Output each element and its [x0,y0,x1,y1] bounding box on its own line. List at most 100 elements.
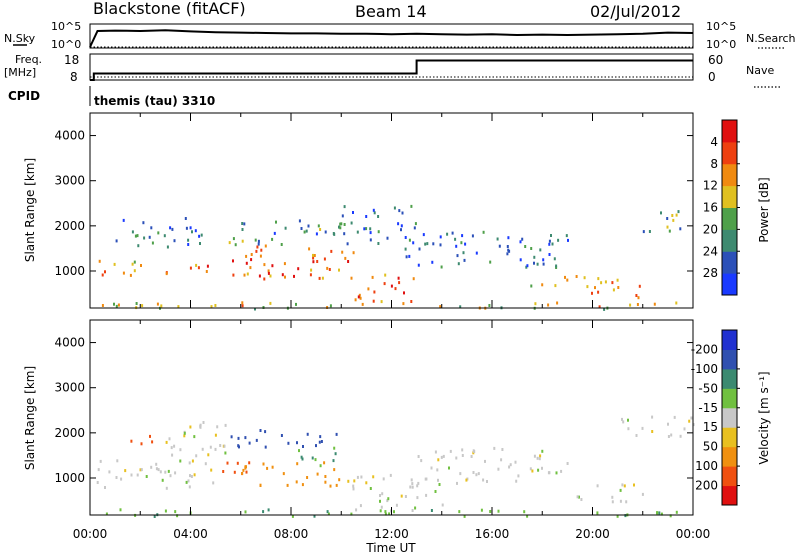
heatmap-cell [259,429,262,432]
heatmap-cell [400,224,403,228]
heatmap-cell [442,454,445,458]
heatmap-cell [122,271,125,275]
y-tick-label: 4000 [54,129,85,143]
heatmap-cell [597,290,600,294]
heatmap-cell [404,495,407,498]
heatmap-cell [312,256,315,260]
heatmap-cell [383,282,386,286]
heatmap-cell [145,475,148,478]
heatmap-cell [300,227,303,230]
heatmap-cell [459,305,462,309]
heatmap-cell [183,431,186,435]
heatmap-cell [263,277,266,281]
velocity-colorbar-label: Velocity [m s⁻¹] [757,371,771,464]
heatmap-cell [245,261,248,265]
y-tick-label: 1000 [54,264,85,278]
heatmap-cell [436,468,439,472]
heatmap-cell [408,254,411,258]
heatmap-cell [343,223,346,226]
heatmap-cell [482,478,485,482]
heatmap-cell [222,470,225,473]
heatmap-cell [488,304,491,307]
heatmap-cell [398,281,401,285]
heatmap-cell [530,247,533,250]
heatmap-cell [194,229,197,233]
heatmap-cell [271,237,274,241]
heatmap-cell [517,474,520,478]
heatmap-cell [307,224,310,228]
heatmap-cell [363,227,366,231]
heatmap-cell [365,227,368,231]
heatmap-cell [241,222,244,225]
heatmap-cell [230,435,233,439]
heatmap-cell [346,242,349,246]
heatmap-cell [228,241,231,245]
heatmap-cell [313,254,316,257]
heatmap-cell [679,227,682,231]
heatmap-cell [531,469,534,473]
heatmap-cell [189,226,192,230]
heatmap-cell [355,508,358,512]
heatmap-cell [480,508,483,512]
freq-unit-label: [MHz] [4,66,36,79]
heatmap-cell [675,510,678,514]
heatmap-cell [583,276,586,280]
heatmap-cell [369,238,372,242]
heatmap-cell [99,459,102,463]
heatmap-cell [264,430,267,434]
time-axis-labels: 00:00 04:00 08:00 12:00 16:00 20:00 00:00 [73,527,711,541]
heatmap-cell [347,260,350,263]
heatmap-cell [526,264,529,268]
colorbar-segment [722,485,737,506]
heatmap-cell [464,242,467,246]
heatmap-cell [199,424,202,428]
heatmap-cell [472,449,475,453]
heatmap-cell [439,243,442,247]
heatmap-cell [101,273,104,277]
heatmap-cell [295,480,298,484]
power-colorbar-label: Power [dB] [757,177,771,242]
heatmap-cell [165,440,168,444]
heatmap-cell [97,468,100,472]
heatmap-cell [206,264,209,268]
heatmap-cell [379,499,381,503]
heatmap-cell [359,504,362,508]
heatmap-cell [341,250,344,254]
heatmap-cell [508,249,511,253]
heatmap-cell [267,269,270,273]
heatmap-cell [541,466,543,470]
heatmap-cell [219,444,222,447]
heatmap-cell [498,244,501,248]
heatmap-cell [280,434,283,437]
heatmap-cell [621,483,624,487]
heatmap-cell [459,472,462,476]
heatmap-cell [393,510,395,514]
heatmap-cell [312,253,314,257]
heatmap-cell [394,287,397,291]
heatmap-cell [361,302,364,306]
heatmap-cell [241,304,244,308]
heatmap-cell [201,447,204,451]
heatmap-cell [150,465,153,469]
power-colorbar: 4 8 12 16 20 24 28 [703,119,740,296]
heatmap-cell [390,284,393,288]
heatmap-cell [140,442,143,446]
y-tick-label: 3000 [54,381,85,395]
heatmap-cell [381,492,384,496]
heatmap-cell [204,462,207,466]
heatmap-cell [156,302,159,306]
heatmap-cell [98,259,101,263]
colorbar-segment [722,446,737,467]
station-title: Blackstone (fitACF) [93,0,246,18]
heatmap-cell [425,477,428,481]
heatmap-cell [133,269,136,273]
heatmap-cell [677,210,680,214]
heatmap-cell [461,234,464,238]
heatmap-cell [477,472,480,476]
x-tick-label: 20:00 [575,527,610,541]
heatmap-cell [329,484,332,488]
heatmap-cell [153,515,156,518]
heatmap-cell [343,205,346,209]
heatmap-cell [250,253,253,256]
time-axis-title: Time UT [365,541,416,554]
